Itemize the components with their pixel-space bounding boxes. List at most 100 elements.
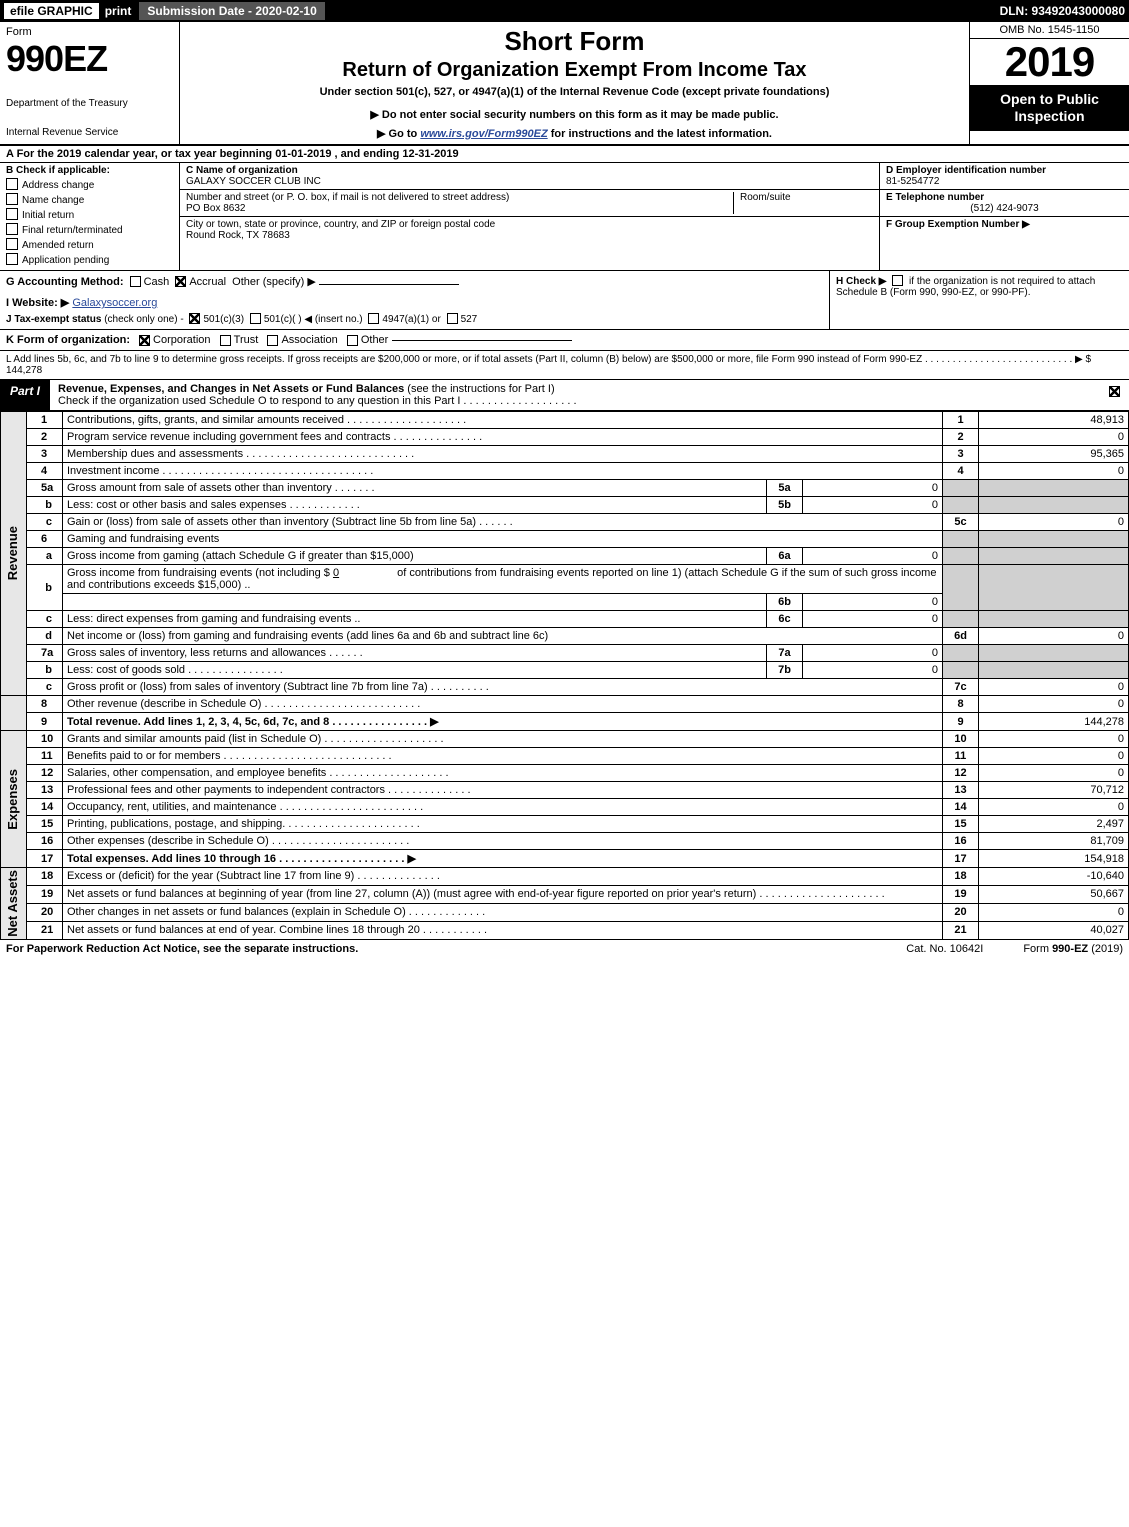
form-ref: Form 990-EZ (2019) bbox=[1023, 943, 1123, 955]
page-footer: For Paperwork Reduction Act Notice, see … bbox=[0, 940, 1129, 958]
line-ref: 17 bbox=[943, 850, 979, 868]
line-ref: 16 bbox=[943, 833, 979, 850]
line-num: 17 bbox=[27, 850, 63, 868]
print-button[interactable]: print bbox=[105, 4, 132, 18]
line-desc: Membership dues and assessments . . . . … bbox=[63, 446, 943, 463]
line-amount: 0 bbox=[979, 799, 1129, 816]
goto-instructions: ▶ Go to www.irs.gov/Form990EZ for instru… bbox=[188, 127, 961, 140]
checkbox-association[interactable] bbox=[267, 335, 278, 346]
inline-ref: 5b bbox=[767, 497, 803, 514]
line-amount: -10,640 bbox=[979, 868, 1129, 886]
inline-ref: 6a bbox=[767, 548, 803, 565]
line-amount: 0 bbox=[979, 903, 1129, 921]
e-label: E Telephone number bbox=[886, 192, 1123, 203]
table-row: 7aGross sales of inventory, less returns… bbox=[1, 645, 1129, 662]
checkbox-527[interactable] bbox=[447, 313, 458, 324]
line-ref: 20 bbox=[943, 903, 979, 921]
l6b-val0: 0 bbox=[333, 567, 339, 579]
checkbox-501c3[interactable] bbox=[189, 313, 200, 324]
line-desc: Less: cost or other basis and sales expe… bbox=[63, 497, 767, 514]
checkbox-cash[interactable] bbox=[130, 276, 141, 287]
line-desc: Gaming and fundraising events bbox=[63, 531, 943, 548]
shaded-cell bbox=[979, 531, 1129, 548]
line-desc: Other revenue (describe in Schedule O) .… bbox=[63, 696, 943, 713]
checkbox-trust[interactable] bbox=[220, 335, 231, 346]
line-amount: 0 bbox=[979, 765, 1129, 782]
line-amount: 0 bbox=[979, 628, 1129, 645]
line-ref: 1 bbox=[943, 412, 979, 429]
k-other: Other bbox=[361, 334, 389, 346]
section-bcdef: B Check if applicable: Address change Na… bbox=[0, 163, 1129, 271]
line-desc: Less: direct expenses from gaming and fu… bbox=[63, 611, 767, 628]
line-desc: Investment income . . . . . . . . . . . … bbox=[63, 463, 943, 480]
checkbox-corporation[interactable] bbox=[139, 335, 150, 346]
shaded-cell bbox=[979, 548, 1129, 565]
table-row: 17Total expenses. Add lines 10 through 1… bbox=[1, 850, 1129, 868]
g-other-input[interactable] bbox=[319, 284, 459, 285]
k-label: K Form of organization: bbox=[6, 334, 130, 346]
inline-ref: 5a bbox=[767, 480, 803, 497]
table-row: 20Other changes in net assets or fund ba… bbox=[1, 903, 1129, 921]
checkbox-schedule-o-part-i[interactable] bbox=[1109, 386, 1120, 397]
section-gh: G Accounting Method: Cash Accrual Other … bbox=[0, 271, 1129, 330]
line-num: 6 bbox=[27, 531, 63, 548]
table-row: 16Other expenses (describe in Schedule O… bbox=[1, 833, 1129, 850]
checkbox-accrual[interactable] bbox=[175, 276, 186, 287]
part-i-table: Revenue 1 Contributions, gifts, grants, … bbox=[0, 411, 1129, 940]
line-num: 4 bbox=[27, 463, 63, 480]
checkbox-501c[interactable] bbox=[250, 313, 261, 324]
k-corp: Corporation bbox=[153, 334, 210, 346]
checkbox-4947[interactable] bbox=[368, 313, 379, 324]
line-desc: Gross income from gaming (attach Schedul… bbox=[63, 548, 767, 565]
checkbox-final-return[interactable]: Final return/terminated bbox=[6, 223, 173, 236]
line-num: 18 bbox=[27, 868, 63, 886]
checkbox-application-pending[interactable]: Application pending bbox=[6, 253, 173, 266]
part-i-tab: Part I bbox=[0, 380, 50, 410]
line-num: 16 bbox=[27, 833, 63, 850]
l-text: L Add lines 5b, 6c, and 7b to line 9 to … bbox=[6, 354, 1091, 365]
line-num: 15 bbox=[27, 816, 63, 833]
table-row: 13Professional fees and other payments t… bbox=[1, 782, 1129, 799]
checkbox-amended-return[interactable]: Amended return bbox=[6, 238, 173, 251]
checkbox-other-org[interactable] bbox=[347, 335, 358, 346]
shaded-cell bbox=[979, 645, 1129, 662]
irs-link[interactable]: www.irs.gov/Form990EZ bbox=[420, 128, 547, 140]
line-num: 2 bbox=[27, 429, 63, 446]
checkbox-address-change[interactable]: Address change bbox=[6, 178, 173, 191]
checkbox-schedule-b[interactable] bbox=[892, 275, 903, 286]
line-ref: 11 bbox=[943, 748, 979, 765]
table-row: cLess: direct expenses from gaming and f… bbox=[1, 611, 1129, 628]
expenses-side-label: Expenses bbox=[5, 769, 20, 830]
efile-graphic-button[interactable]: efile GRAPHIC bbox=[4, 3, 99, 19]
line-desc: Total expenses. Add lines 10 through 16 … bbox=[63, 850, 943, 868]
line-num: 12 bbox=[27, 765, 63, 782]
open-to-public: Open to Public Inspection bbox=[970, 85, 1129, 131]
k-other-input[interactable] bbox=[392, 340, 572, 341]
line-ref: 12 bbox=[943, 765, 979, 782]
section-h: H Check ▶ if the organization is not req… bbox=[829, 271, 1129, 329]
inline-amount: 0 bbox=[803, 497, 943, 514]
line-ref: 9 bbox=[943, 713, 979, 731]
line-amount: 154,918 bbox=[979, 850, 1129, 868]
gross-receipts-value: 144,278 bbox=[6, 365, 42, 376]
line-desc: Gain or (loss) from sale of assets other… bbox=[63, 514, 943, 531]
room-suite-label: Room/suite bbox=[733, 192, 873, 214]
website-link[interactable]: Galaxysoccer.org bbox=[72, 297, 157, 309]
section-def: D Employer identification number 81-5254… bbox=[879, 163, 1129, 270]
section-a-tax-year: A For the 2019 calendar year, or tax yea… bbox=[0, 146, 1129, 163]
line-num: b bbox=[27, 662, 63, 679]
inline-ref: 7a bbox=[767, 645, 803, 662]
line-num: 11 bbox=[27, 748, 63, 765]
checkbox-initial-return[interactable]: Initial return bbox=[6, 208, 173, 221]
line-ref: 13 bbox=[943, 782, 979, 799]
line-desc: Net assets or fund balances at end of ye… bbox=[63, 921, 943, 939]
line-num: 13 bbox=[27, 782, 63, 799]
org-name: GALAXY SOCCER CLUB INC bbox=[186, 176, 873, 187]
revenue-side-label: Revenue bbox=[5, 526, 20, 580]
line-amount: 40,027 bbox=[979, 921, 1129, 939]
line-num: 9 bbox=[27, 713, 63, 731]
j-501c: 501(c)( ) ◀ (insert no.) bbox=[264, 314, 363, 325]
table-row: dNet income or (loss) from gaming and fu… bbox=[1, 628, 1129, 645]
checkbox-name-change[interactable]: Name change bbox=[6, 193, 173, 206]
form-number: 990EZ bbox=[6, 38, 173, 80]
